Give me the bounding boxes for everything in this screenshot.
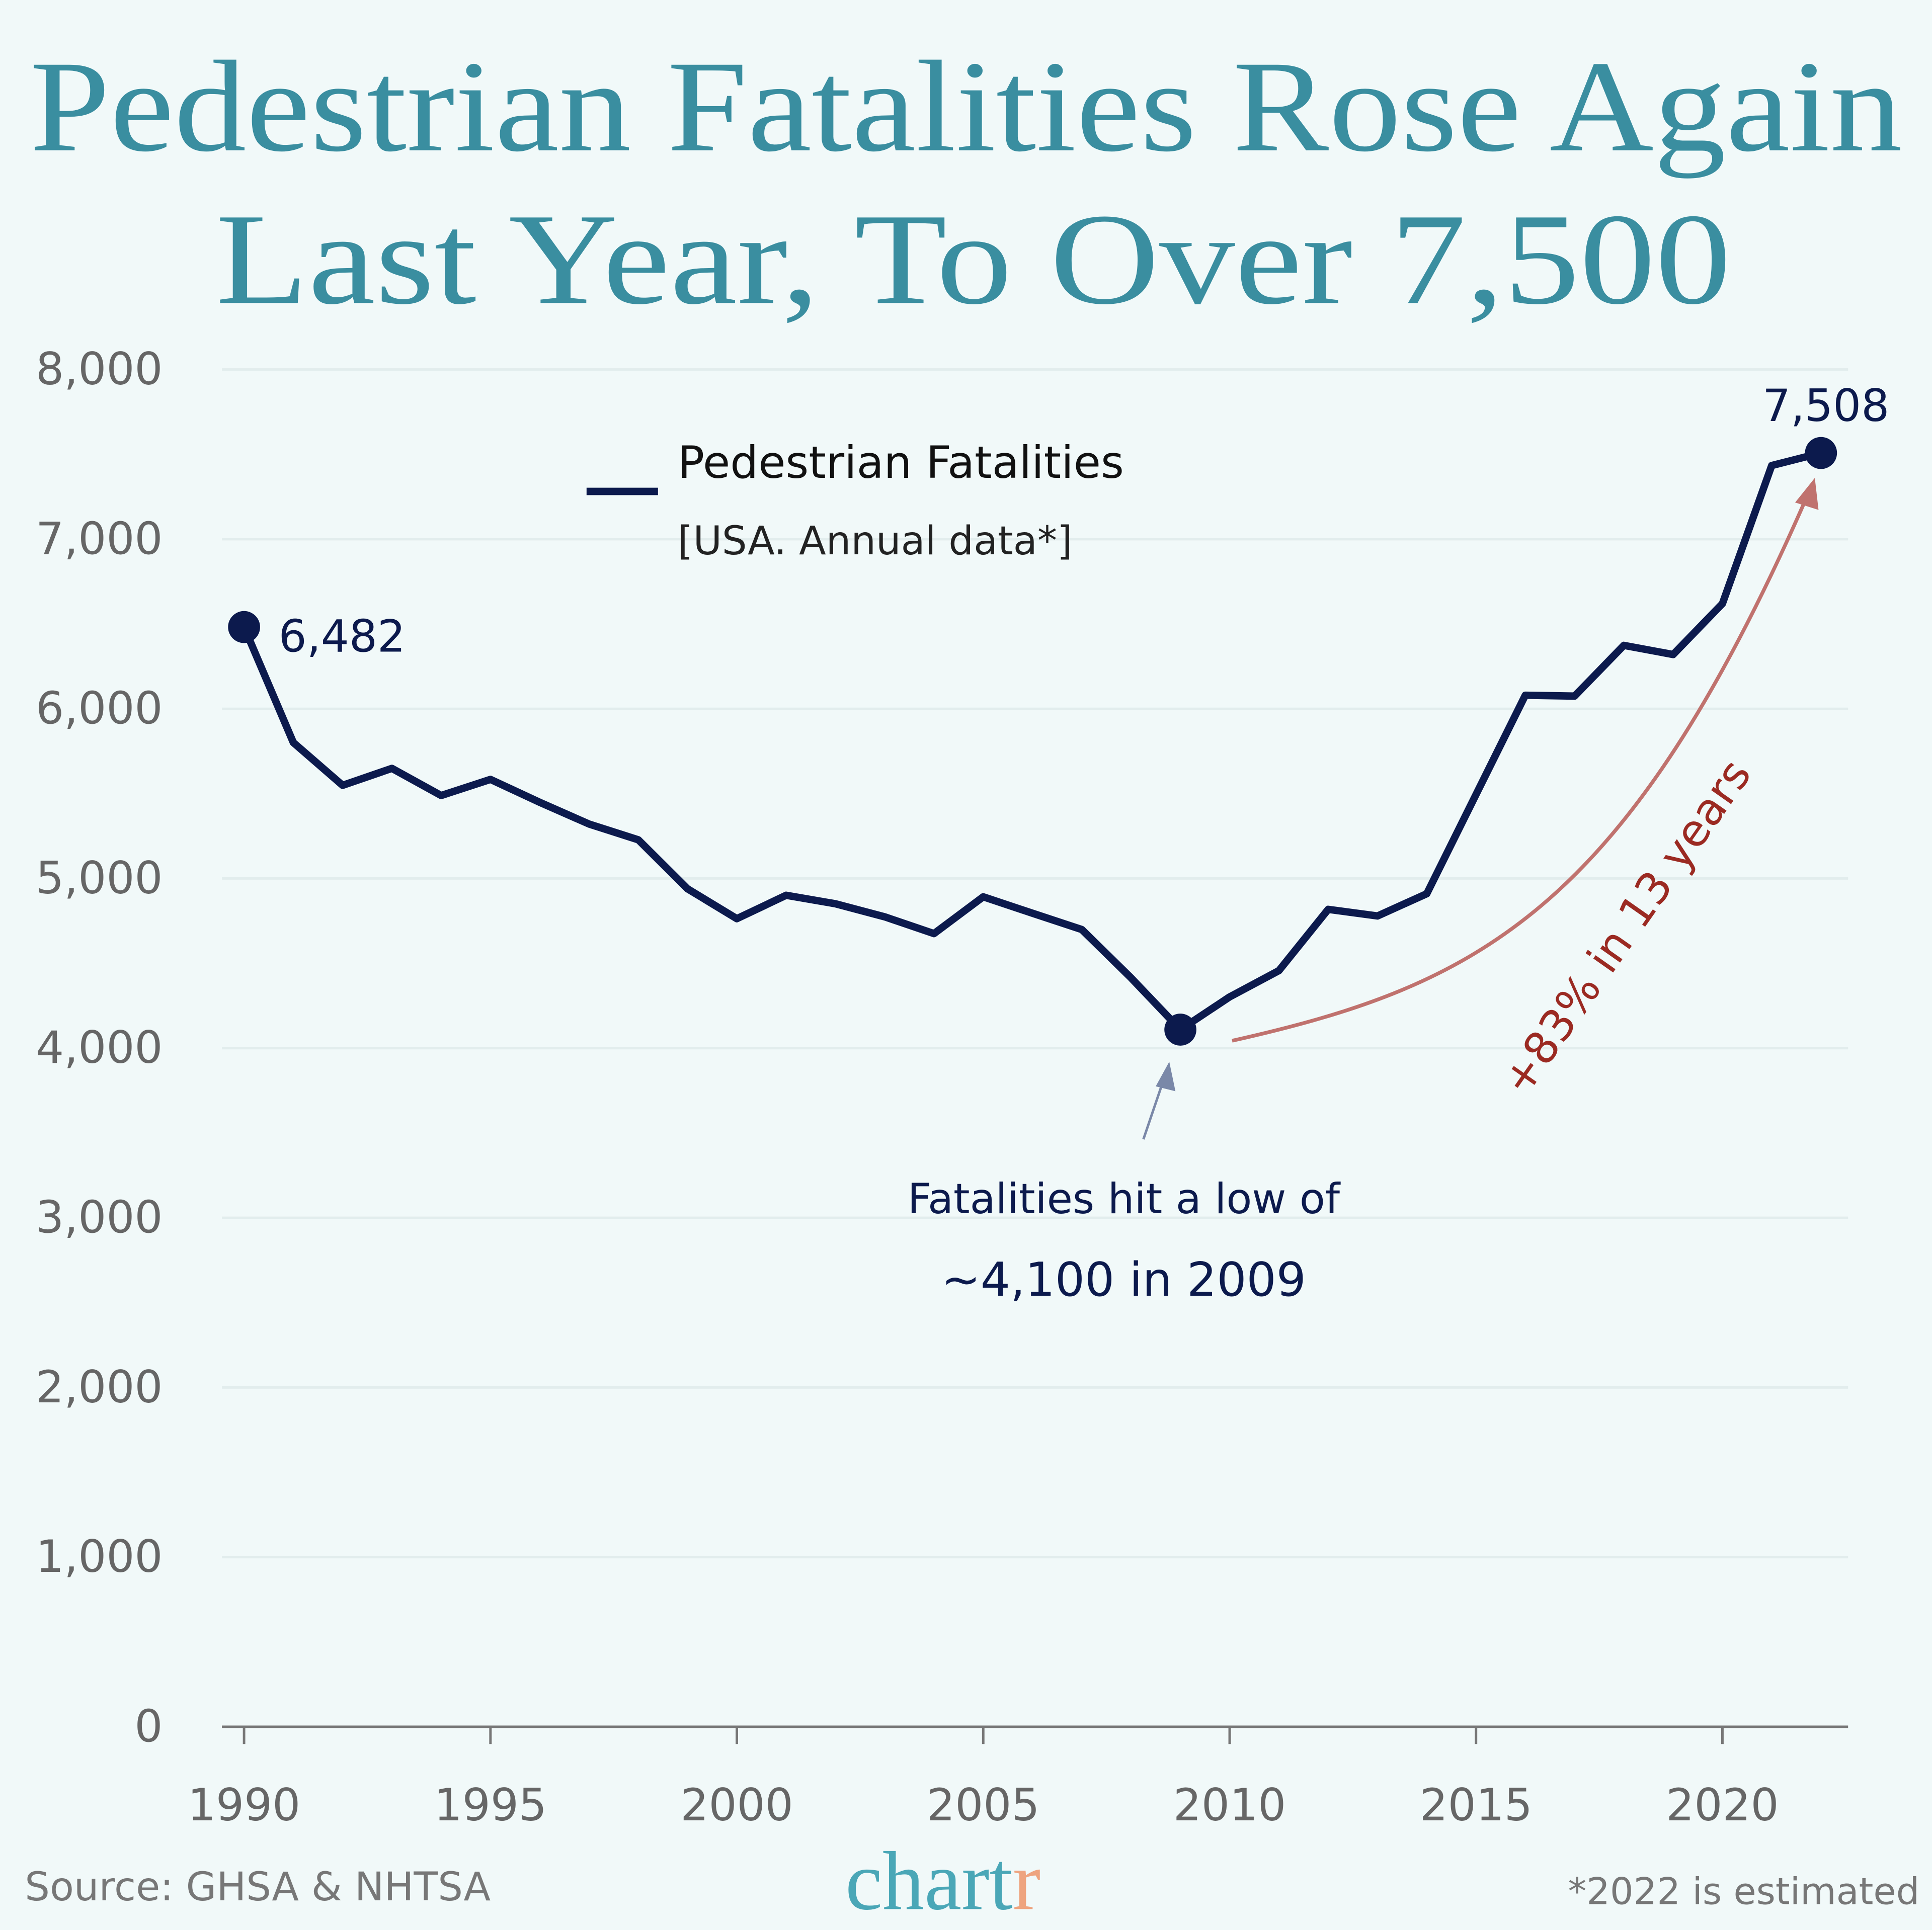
growth-arrow	[1232, 491, 1811, 1043]
logo-part: chart	[845, 1835, 1013, 1927]
line	[240, 449, 1822, 1034]
grid: 0 1,000 2,000 3,000 4,000 5,000 6,000 7,000 8,00…	[36, 343, 1848, 1831]
x-tick-label: 1995	[434, 1779, 547, 1831]
x-tick-label: 2015	[1420, 1779, 1533, 1831]
chart-title: Last Year, To Over 7,500	[216, 187, 1731, 331]
arrow-head	[1795, 478, 1819, 510]
point	[228, 611, 260, 643]
annotation: Fatalities hit a low of	[908, 1174, 1341, 1223]
legend-note: [USA. Annual data*]	[678, 518, 1073, 564]
y-tick-label: 6,000	[36, 683, 163, 734]
y-tick-label: 2,000	[36, 1361, 163, 1413]
point	[1805, 437, 1837, 469]
x-tick-label: 2020	[1666, 1779, 1779, 1831]
x-tick-label: 2005	[927, 1779, 1039, 1831]
annotation: ~4,100 in 2009	[941, 1252, 1306, 1307]
y-tick-label: 8,000	[36, 343, 163, 395]
y-tick-label: 5,000	[36, 852, 163, 904]
x-tick-label: 2000	[680, 1779, 793, 1831]
value-label: 6,482	[279, 611, 406, 662]
x-tick-label: 1990	[188, 1779, 300, 1831]
y-tick-label: 1,000	[36, 1531, 163, 1582]
logo-part: r	[1013, 1835, 1040, 1927]
legend-label: Pedestrian Fatalities	[678, 437, 1124, 488]
y-tick-label: 0	[134, 1700, 163, 1752]
plot: 6,482 7,508	[228, 380, 1889, 1046]
value-label: 7,508	[1762, 380, 1889, 432]
source: Source: GHSA & NHTSA	[25, 1864, 491, 1910]
arrow-head	[1156, 1061, 1176, 1092]
y-tick-label: 3,000	[36, 1191, 163, 1243]
y-tick-label: 4,000	[36, 1022, 163, 1073]
point	[1164, 1014, 1196, 1046]
x-tick-label: 2010	[1173, 1779, 1286, 1831]
logo: chartr	[845, 1835, 1040, 1927]
chart-title: Pedestrian Fatalities Rose Again	[30, 35, 1902, 179]
footnote: *2022 is estimated	[1568, 1871, 1920, 1913]
y-tick-label: 7,000	[36, 513, 163, 564]
